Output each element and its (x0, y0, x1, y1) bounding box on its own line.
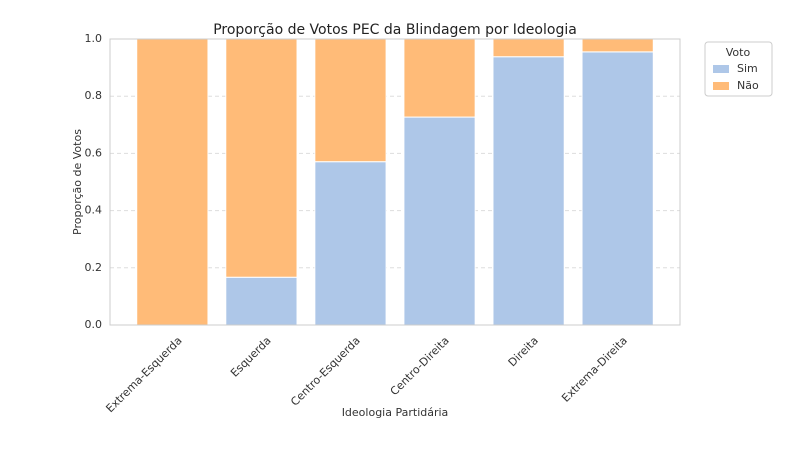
bar-segment (314, 161, 387, 326)
x-tick-label: Direita (506, 334, 541, 369)
bar-segment (492, 56, 565, 326)
chart-title: Proporção de Votos PEC da Blindagem por … (213, 22, 577, 38)
bar-segment (314, 38, 387, 163)
bar-segment (581, 51, 654, 326)
y-tick-label: 0.0 (85, 318, 103, 331)
legend-swatch (713, 82, 729, 90)
y-tick-label: 0.2 (85, 261, 103, 274)
bar-segment (403, 116, 476, 326)
bar-segment (225, 276, 298, 326)
legend-label: Sim (737, 62, 758, 75)
bar-segment (136, 38, 209, 326)
legend-swatch (713, 65, 729, 73)
y-tick-label: 0.6 (85, 146, 103, 159)
bar-segment (225, 38, 298, 278)
plot-frame (109, 38, 681, 326)
x-tick-label: Centro-Direita (388, 334, 452, 398)
x-tick-label: Centro-Esquerda (288, 334, 363, 409)
y-tick-label: 0.8 (85, 89, 103, 102)
y-tick-label: 1.0 (85, 32, 103, 45)
legend-title: Voto (726, 46, 751, 59)
x-tick-label: Esquerda (228, 334, 274, 380)
bar-segment (492, 38, 565, 58)
y-tick-label: 0.4 (85, 204, 103, 217)
bar-segment (403, 38, 476, 118)
bar-segment (581, 38, 654, 53)
x-tick-label: Extrema-Direita (559, 334, 630, 405)
legend-label: Não (737, 79, 759, 92)
y-axis-label: Proporção de Votos (71, 129, 84, 235)
x-tick-label: Extrema-Esquerda (103, 334, 184, 415)
x-axis-label: Ideologia Partidária (342, 406, 449, 419)
